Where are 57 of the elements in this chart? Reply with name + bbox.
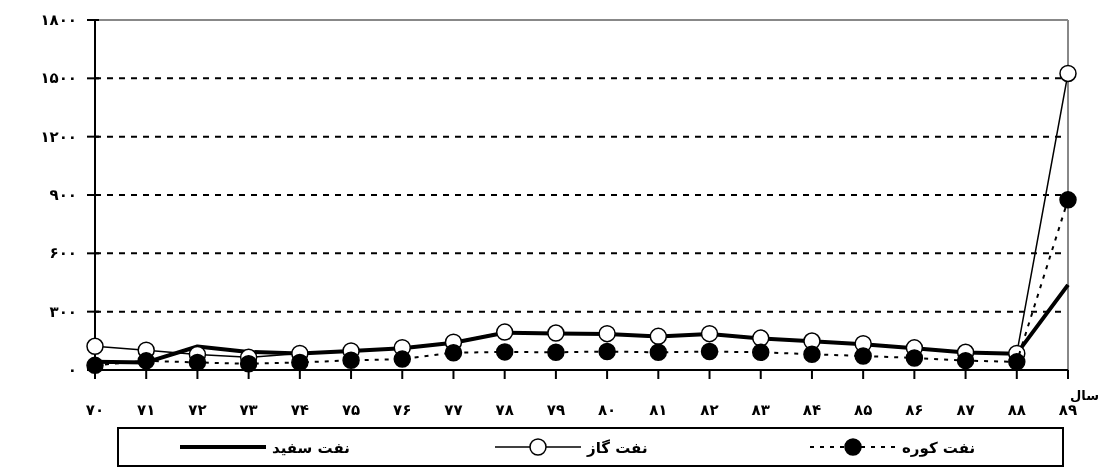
x-tick-label: ۸۲ <box>700 401 719 419</box>
point <box>1059 64 1077 83</box>
x-tick-label: ۷۶ <box>393 401 412 419</box>
point <box>803 345 821 363</box>
point <box>598 342 616 361</box>
x-tick-label: ۷۸ <box>495 401 514 419</box>
legend-label: نفت گاز <box>586 439 648 457</box>
point <box>905 349 924 367</box>
x-tick-label: ۸۳ <box>751 401 770 419</box>
y-tick-label: ۹۰۰ <box>49 186 77 204</box>
point <box>393 350 412 368</box>
x-tick-label: ۸۵ <box>854 401 873 419</box>
x-tick-label: ۷۹ <box>546 401 566 419</box>
point <box>1008 353 1026 371</box>
point <box>547 324 565 342</box>
point <box>751 329 770 347</box>
x-tick-label: ۷۲ <box>188 401 207 419</box>
y-tick-label: ۶۰۰ <box>49 244 77 263</box>
x-tick-label: ۸۹ <box>1058 401 1078 419</box>
point <box>649 343 668 362</box>
point <box>342 351 360 370</box>
point <box>444 343 463 362</box>
point <box>751 343 770 362</box>
legend-label: نفت کوره <box>902 439 976 457</box>
point <box>495 343 514 361</box>
x-tick-label: ۸۶ <box>905 401 924 419</box>
point <box>188 353 207 372</box>
y-tick-label: ۰ <box>67 361 77 379</box>
point <box>1059 191 1077 209</box>
x-tick-label: ۸۸ <box>1007 401 1026 419</box>
point <box>239 355 258 373</box>
x-tick-label: ۸۷ <box>956 401 975 419</box>
x-tick-label: ۷۴ <box>290 401 309 419</box>
x-tick-label: ۷۰ <box>85 401 105 419</box>
point <box>700 324 719 343</box>
legend-item: نفت سفید <box>180 439 350 457</box>
x-tick-label: ۷۷ <box>444 401 463 419</box>
x-axis-title: سال <box>1070 388 1099 403</box>
y-tick-label: ۱۸۰۰ <box>40 11 77 29</box>
point <box>956 351 975 370</box>
y-tick-label: ۳۰۰ <box>49 302 77 321</box>
point <box>137 352 155 370</box>
point <box>495 323 514 341</box>
point <box>700 342 719 361</box>
x-tick-label: ۷۱ <box>137 401 156 419</box>
point <box>854 347 872 365</box>
y-tick-label: ۱۵۰۰ <box>40 69 77 88</box>
x-tick-label: ۸۰ <box>597 401 617 419</box>
point <box>598 324 616 343</box>
point <box>547 343 565 362</box>
point <box>86 337 104 356</box>
x-tick-label: ۷۳ <box>239 401 258 419</box>
point <box>649 327 668 346</box>
y-tick-label: ۱۲۰۰ <box>40 127 77 146</box>
x-tick-label: ۷۵ <box>341 401 361 419</box>
x-tick-label: ۸۴ <box>802 401 822 419</box>
x-tick-label: ۸۱ <box>649 401 668 419</box>
